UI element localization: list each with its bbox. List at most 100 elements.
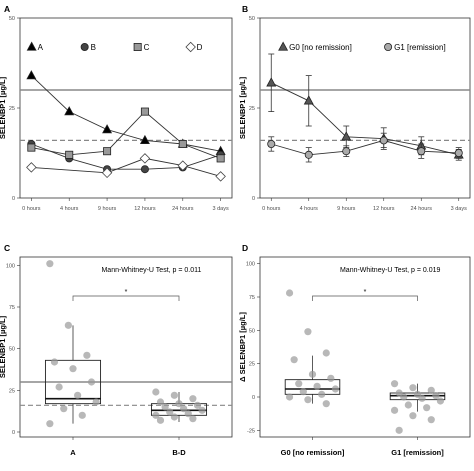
legend-label: A [38,43,44,52]
x-tick-label: 4 hours [300,206,319,212]
data-point [390,406,399,414]
data-point [193,401,202,409]
series-G1 [remission] [267,132,463,163]
data-point [331,385,340,393]
y-tick-label: 50 [249,328,255,334]
series-line [271,139,459,156]
data-point [285,393,294,401]
data-point [60,405,68,413]
data-point [189,395,197,403]
panel-letter: A [4,4,10,14]
data-point [140,107,149,116]
x-tick-label: 4 hours [60,206,79,212]
data-point [46,420,54,428]
series-C [27,107,225,163]
significance-bracket [312,295,418,301]
y-tick-label: 25 [249,106,255,112]
y-axis-label: SELENBP1 [µg/L] [0,76,7,139]
panel-letter: B [242,4,248,14]
data-point [308,370,317,378]
panel-D: D -25 0 25 50 75 100 Δ SELENBP1 [µg/L] G0 [no re… [238,243,471,457]
data-point [69,365,77,373]
data-point [64,321,72,329]
series-line [271,82,459,156]
significance-mark: * [125,289,128,296]
y-tick-label: 25 [9,388,15,394]
data-point [322,349,330,357]
data-point [215,171,226,182]
data-point [409,412,417,420]
data-point [50,358,59,366]
legend-label: C [144,43,150,52]
data-point [26,70,37,80]
data-point [152,388,160,396]
data-point [46,260,54,268]
y-tick-label: 25 [9,106,15,112]
significance-bracket [72,295,180,301]
data-point [303,95,314,105]
panel-C: C 0 25 50 75 100 SELENBP1 [µg/L] A B-D Mann-Whitn… [0,243,233,457]
data-point [295,380,303,388]
x-category-label: B-D [172,448,186,457]
data-point [83,351,91,359]
y-axis-label: SELENBP1 [µg/L] [0,315,7,378]
x-tick-label: 9 hours [337,206,356,212]
data-point [342,147,351,156]
data-point [55,383,63,391]
data-point [417,147,426,156]
test-annotation: Mann-Whitney-U Test, p = 0.011 [101,267,201,274]
y-tick-label: 0 [252,395,255,401]
y-tick-label: -25 [247,428,255,434]
data-point [436,397,445,405]
data-point [216,154,225,163]
points-A [46,260,100,428]
x-tick-label: 3 days [213,206,229,212]
y-tick-label: 25 [249,362,255,368]
data-point [26,162,37,173]
x-tick-label: 12 hours [373,206,395,212]
data-point [64,106,75,116]
panel-B: B 0 25 50 SELENBP1 [µg/L] 0 hours 4 hours 9 hou… [238,4,471,212]
data-point [92,398,100,406]
significance-mark: * [364,289,367,296]
data-point [139,134,150,145]
legend-marker [26,41,37,51]
data-point [379,136,388,145]
data-point [266,77,277,87]
y-tick-label: 50 [9,16,15,22]
series-line [31,110,221,159]
data-point [390,380,399,388]
data-point [423,404,431,412]
data-point [156,416,165,424]
data-point [74,391,82,399]
legend-marker [185,41,196,53]
data-point [161,403,169,411]
data-point [341,131,352,141]
legend-label: B [91,43,96,52]
panel-letter: D [242,243,248,253]
data-point [404,401,412,409]
data-point [184,410,192,418]
data-point [140,165,149,174]
data-point [318,390,326,398]
points-G0 [no remission] [285,289,340,408]
x-tick-label: 3 days [451,206,467,212]
data-point [454,148,463,157]
y-tick-label: 100 [6,263,15,269]
y-tick-label: 50 [9,347,15,353]
y-tick-label: 50 [249,16,255,22]
data-point [180,405,188,413]
data-point [156,398,165,406]
series-line [31,75,221,152]
x-tick-label: 24 hours [172,206,194,212]
x-category-label: G0 [no remission] [281,448,345,457]
legend-label: D [197,43,203,52]
data-point [327,374,335,382]
data-point [322,400,330,408]
test-annotation: Mann-Whitney-U Test, p = 0.019 [340,267,441,274]
x-tick-label: 0 hours [262,206,281,212]
panel-A: A 0 25 50 SELENBP1 [µg/L] 0 hours 4 hours 9 hou… [0,4,233,212]
data-point [267,139,276,148]
box-A [44,325,102,424]
